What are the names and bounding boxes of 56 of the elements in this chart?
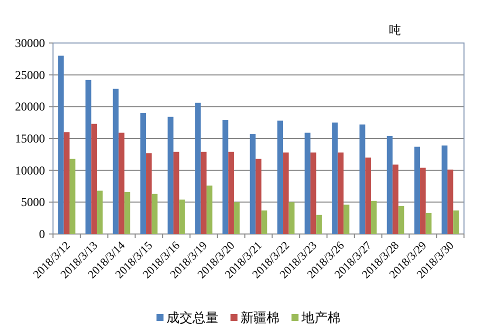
bar [70, 158, 76, 234]
bar [316, 214, 322, 234]
bar [338, 152, 344, 234]
bar [124, 192, 130, 234]
bar [179, 200, 185, 234]
bar [332, 122, 338, 234]
bar [288, 202, 295, 234]
bar [96, 190, 103, 234]
bar [256, 158, 262, 234]
bar [261, 210, 268, 234]
bar [64, 132, 70, 234]
bar [85, 80, 92, 234]
bar [442, 146, 448, 234]
bar [426, 212, 432, 234]
bar [414, 146, 420, 234]
bar [206, 186, 212, 234]
bar [112, 88, 119, 234]
bar [453, 210, 459, 234]
bar [195, 102, 201, 234]
bar [250, 134, 256, 234]
text: 吨 [389, 23, 401, 37]
bar [173, 152, 180, 234]
legend-label: 地产棉 [300, 310, 340, 325]
bar [58, 56, 64, 234]
bar [234, 202, 240, 234]
bar [304, 132, 310, 234]
bar [152, 194, 158, 234]
bar [118, 132, 124, 234]
y-tick-label: 15000 [15, 132, 45, 146]
y-tick-label: 10000 [15, 163, 45, 178]
y-tick-label: 0 [39, 227, 45, 241]
bar [370, 200, 377, 234]
y-tick-label: 30000 [15, 36, 45, 50]
y-tick-label: 5000 [21, 195, 45, 210]
bar [359, 124, 366, 234]
bar [146, 153, 152, 234]
bar [344, 204, 350, 234]
bar [91, 124, 97, 234]
bar [140, 113, 146, 234]
bar [420, 168, 426, 234]
bar [386, 136, 393, 234]
bar [398, 206, 404, 234]
legend-label: 成交总量 [166, 310, 218, 325]
bar [283, 152, 289, 234]
bar [168, 116, 174, 234]
legend-label: 新疆棉 [240, 310, 280, 325]
bar [392, 164, 398, 234]
bar [447, 170, 454, 234]
bar [222, 120, 228, 234]
bar [228, 152, 234, 234]
y-tick-label: 20000 [15, 100, 45, 114]
bar [310, 152, 316, 234]
y-tick-label: 25000 [15, 68, 45, 82]
bar [200, 152, 207, 234]
bar [277, 120, 284, 234]
bar [365, 158, 371, 234]
